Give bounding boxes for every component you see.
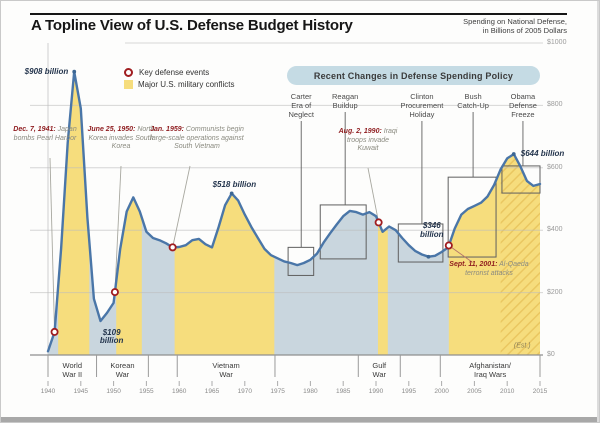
legend-row-events: Key defense events bbox=[124, 66, 234, 78]
legend-events-label: Key defense events bbox=[139, 67, 210, 77]
legend-row-conflicts: Major U.S. military conflicts bbox=[124, 78, 234, 90]
key-event-ring-icon bbox=[124, 67, 133, 77]
key-event-marker bbox=[168, 243, 177, 252]
legend-conflicts-label: Major U.S. military conflicts bbox=[138, 79, 235, 89]
subtitle-line-1: Spending on National Defense, bbox=[463, 17, 567, 26]
policy-period-box bbox=[447, 176, 497, 258]
spending-line bbox=[46, 70, 542, 353]
key-event-marker bbox=[50, 327, 59, 336]
peak-marker-dot bbox=[229, 191, 234, 196]
war-band bbox=[116, 71, 142, 355]
spending-area bbox=[48, 71, 540, 355]
title-rule bbox=[30, 13, 567, 15]
war-band bbox=[377, 71, 388, 355]
axis-units-note: Spending on National Defense, in Billion… bbox=[463, 17, 567, 35]
key-event-marker bbox=[374, 218, 383, 227]
policy-period-box bbox=[319, 204, 367, 260]
peak-marker-dot bbox=[511, 152, 516, 156]
event-leader-line bbox=[172, 165, 191, 248]
policy-banner: Recent Changes in Defense Spending Polic… bbox=[287, 66, 540, 85]
war-band bbox=[174, 71, 275, 355]
subtitle-line-2: in Billions of 2005 Dollars bbox=[482, 26, 567, 35]
event-leader-line bbox=[114, 165, 122, 293]
peak-marker-dot bbox=[426, 254, 431, 259]
legend: Key defense events Major U.S. military c… bbox=[124, 66, 234, 90]
policy-period-box bbox=[397, 223, 444, 263]
page-title: A Topline View of U.S. Defense Budget Hi… bbox=[31, 17, 353, 34]
peak-marker-dot bbox=[72, 69, 77, 74]
event-leader-line bbox=[367, 167, 380, 223]
estimated-hatch bbox=[500, 71, 540, 355]
key-event-marker bbox=[444, 241, 453, 250]
key-event-marker bbox=[110, 288, 119, 297]
conflict-swatch-icon bbox=[124, 79, 133, 89]
event-leader-line bbox=[448, 245, 473, 263]
event-leader-line bbox=[49, 157, 56, 332]
